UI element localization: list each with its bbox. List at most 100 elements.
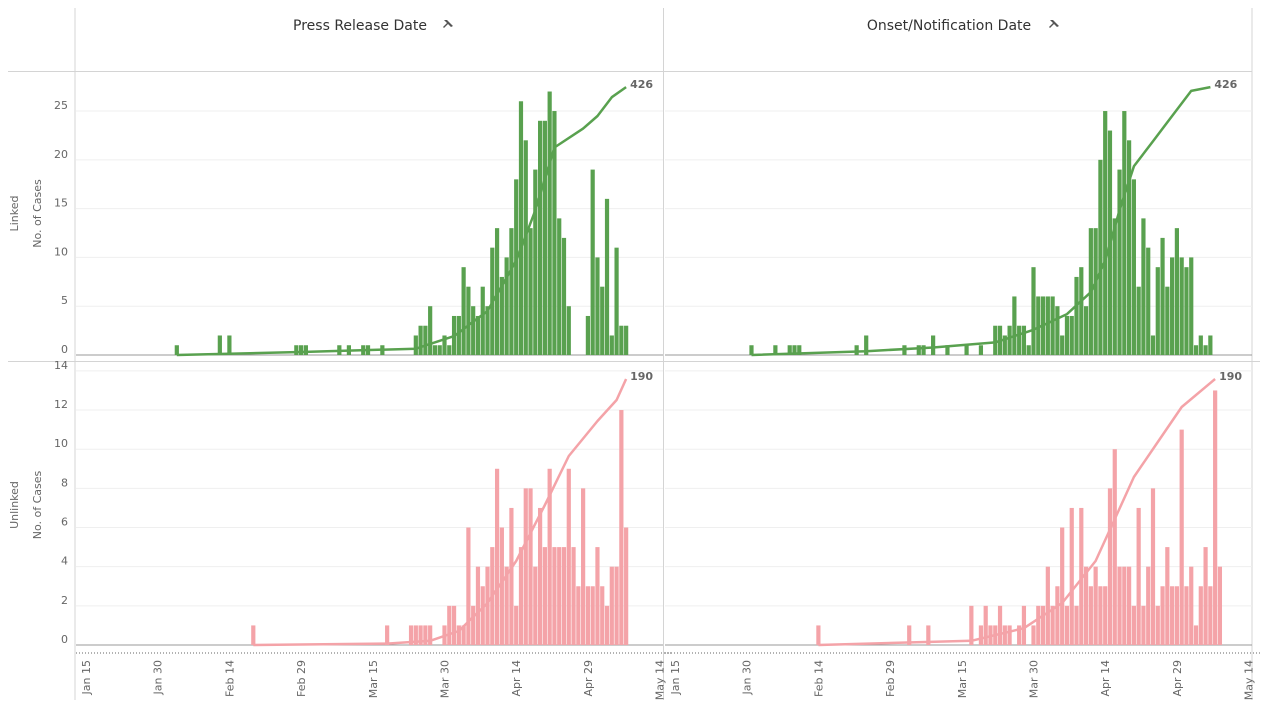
x-tick-label: Apr 29 [582,660,595,697]
bar [485,306,490,355]
bar [447,605,452,645]
bar [1079,267,1084,355]
x-tick-label: Jan 30 [152,660,165,695]
bar [1193,345,1199,355]
bar [471,306,476,355]
bar [523,140,528,355]
bar [1031,267,1036,355]
y-tick-label: 14 [54,359,68,372]
bar [413,625,418,645]
bar [566,306,571,355]
data-label: 426 [1214,78,1237,91]
bar [1017,325,1022,355]
bar [1036,605,1041,645]
bar [533,566,538,645]
bar [1174,228,1179,355]
bar [1122,566,1127,645]
bar [528,488,533,645]
bar [1193,625,1199,645]
bar [509,507,514,645]
bar [1117,169,1122,355]
bar [1160,586,1165,645]
bar [466,286,471,355]
bar [1055,306,1060,355]
y-tick-label: 0 [61,343,68,356]
bar [552,111,557,355]
x-tick-label: Apr 14 [510,660,523,697]
bar [614,566,619,645]
bar [475,315,481,355]
bar [1174,586,1179,645]
bar [590,169,595,355]
bar [1040,605,1046,645]
bar [1112,449,1117,645]
bar [1150,335,1156,355]
data-label: 190 [630,370,653,383]
cumulative-line [176,86,627,357]
bar [518,101,524,355]
bar [557,547,562,645]
bar [585,315,590,355]
data-label: 190 [1219,370,1242,383]
bar [1165,547,1170,645]
bar [590,586,595,645]
bar [504,566,509,645]
y-tick-label: 0 [61,633,68,646]
bar [1074,605,1079,645]
bar [1064,605,1070,645]
bar [1050,296,1055,355]
bar [1122,111,1127,355]
bar [428,625,433,645]
bar [418,325,423,355]
bar [1083,566,1089,645]
y-tick-label: 20 [54,148,68,161]
x-tick-label: Mar 30 [1028,660,1041,698]
y-tick-label: 12 [54,398,68,411]
bar [1098,586,1103,645]
bar [408,625,414,645]
bar [1045,566,1050,645]
bar [945,345,950,355]
bar [538,507,543,645]
bar [787,345,792,355]
bar [1127,140,1132,355]
bar [1083,306,1089,355]
x-tick-label: Jan 30 [741,660,754,695]
bar [619,325,624,355]
bar [447,345,452,355]
row-label: Linked [8,196,21,232]
bar [509,228,514,355]
bar [251,625,256,645]
y-tick-label: 15 [54,197,68,210]
bar [1055,586,1060,645]
bar [604,198,610,355]
x-tick-label: Mar 15 [956,660,969,698]
bar [864,335,869,355]
bar [907,625,912,645]
bar [1021,325,1027,355]
bar [1012,296,1017,355]
bar [1198,586,1203,645]
x-tick-label: Mar 30 [439,660,452,698]
bar [217,335,222,355]
bar [1213,390,1218,645]
bar [931,335,936,355]
x-tick-label: Feb 14 [223,660,236,697]
bar [1208,335,1213,355]
bar [1203,345,1208,355]
bar [227,335,232,355]
y-tick-label: 5 [61,294,68,307]
bar [1093,228,1098,355]
bar [499,527,504,645]
x-tick-label: Feb 29 [884,660,897,697]
bar [480,586,485,645]
bar [571,547,576,645]
bar [494,468,500,645]
bar [174,345,179,355]
bar [1050,605,1055,645]
bar [600,286,605,355]
bar [1217,566,1223,645]
bar [978,345,984,355]
bar [792,345,797,355]
bar [504,257,509,355]
